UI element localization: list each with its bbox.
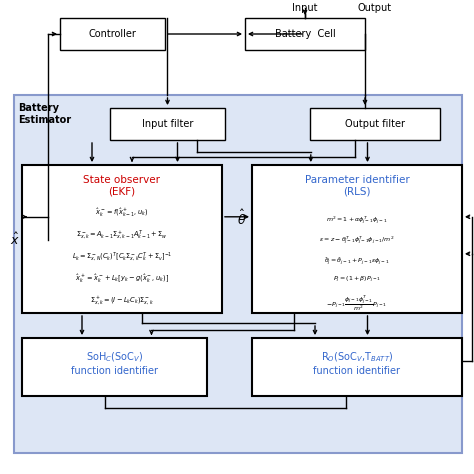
- Bar: [22, 338, 207, 396]
- Text: $\hat{x}_k^- = f(\hat{x}_{k-1}^+, u_k)$: $\hat{x}_k^- = f(\hat{x}_{k-1}^+, u_k)$: [95, 207, 148, 219]
- Text: R$_O$(SoC$_V$,T$_{BATT}$)
function identifier: R$_O$(SoC$_V$,T$_{BATT}$) function ident…: [313, 350, 401, 375]
- Bar: [22, 165, 222, 313]
- Bar: [310, 108, 440, 140]
- Bar: [60, 18, 165, 50]
- Text: Output: Output: [358, 3, 392, 13]
- Text: Output filter: Output filter: [345, 119, 405, 129]
- Text: $m^2 = 1 + \alpha\phi_{j-1}^T\phi_{j-1}$: $m^2 = 1 + \alpha\phi_{j-1}^T\phi_{j-1}$: [326, 215, 388, 227]
- Text: $-P_{j-1}\dfrac{\phi_{j-1}\phi_{j-1}^T}{m^2}P_{j-1}$: $-P_{j-1}\dfrac{\phi_{j-1}\phi_{j-1}^T}{…: [326, 295, 388, 313]
- Text: $L_k = \Sigma_{x,N}^-(C_k)^T[C_k\Sigma_{x,k}^-C_k^T + \Sigma_v]^{-1}$: $L_k = \Sigma_{x,N}^-(C_k)^T[C_k\Sigma_{…: [72, 251, 172, 264]
- Text: $\Sigma_{x,k}^+ = (I - L_kC_k)\Sigma_{x,k}^-$: $\Sigma_{x,k}^+ = (I - L_kC_k)\Sigma_{x,…: [90, 295, 154, 307]
- Bar: [252, 338, 462, 396]
- Text: $\varepsilon = z - \theta_{j-1}^T\phi_{j-1}^T\phi_{j-1}/m^2$: $\varepsilon = z - \theta_{j-1}^T\phi_{j…: [319, 235, 395, 247]
- Text: Battery  Cell: Battery Cell: [274, 29, 336, 39]
- Text: $\Sigma_{x,k}^- = A_{k-1}\Sigma_{x,k-1}^+A_{k-1}^T + \Sigma_w$: $\Sigma_{x,k}^- = A_{k-1}\Sigma_{x,k-1}^…: [76, 229, 168, 242]
- Text: $\hat{x}$: $\hat{x}$: [10, 232, 20, 248]
- Text: State observer
(EKF): State observer (EKF): [83, 175, 161, 197]
- Bar: [110, 108, 225, 140]
- Text: Battery
Estimator: Battery Estimator: [18, 103, 71, 125]
- Bar: [252, 165, 462, 313]
- Text: SoH$_C$(SoC$_V$)
function identifier: SoH$_C$(SoC$_V$) function identifier: [71, 350, 158, 375]
- Text: $\hat{\theta}_j = \hat{\theta}_{j-1} + P_{j-1}\varepsilon\phi_{j-1}$: $\hat{\theta}_j = \hat{\theta}_{j-1} + P…: [324, 255, 390, 267]
- Text: $P_j = (1+\beta)P_{j-1}$: $P_j = (1+\beta)P_{j-1}$: [333, 275, 381, 285]
- Text: Input: Input: [292, 3, 318, 13]
- Text: $\hat{x}_k^+ = \hat{x}_k^- + L_k[y_k - g(\hat{x}_k^-, u_k)]$: $\hat{x}_k^+ = \hat{x}_k^- + L_k[y_k - g…: [75, 273, 169, 285]
- Text: Input filter: Input filter: [142, 119, 193, 129]
- Text: $\hat{\theta}$: $\hat{\theta}$: [237, 209, 246, 228]
- Text: Parameter identifier
(RLS): Parameter identifier (RLS): [305, 175, 410, 197]
- Bar: [245, 18, 365, 50]
- Bar: [14, 95, 462, 453]
- Text: Controller: Controller: [89, 29, 137, 39]
